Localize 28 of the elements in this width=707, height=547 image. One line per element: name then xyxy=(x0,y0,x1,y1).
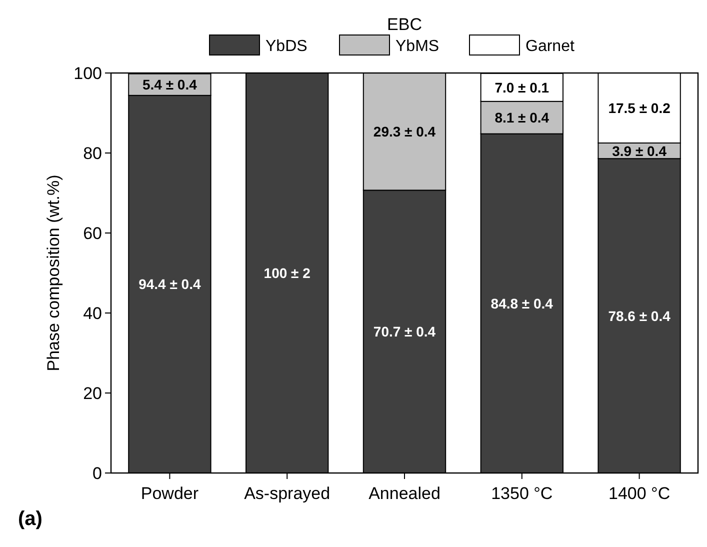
data-label: 94.4 ± 0.4 xyxy=(138,276,201,292)
legend-label: YbMS xyxy=(396,38,440,55)
y-axis-title: Phase composition (wt.%) xyxy=(44,174,63,372)
y-tick-label: 20 xyxy=(83,384,102,403)
data-label: 8.1 ± 0.4 xyxy=(494,110,550,126)
legend-label: YbDS xyxy=(266,38,308,55)
legend-label: Garnet xyxy=(526,38,575,55)
x-tick-label: 1400 °C xyxy=(608,484,670,503)
text: (a) xyxy=(18,508,42,530)
chart-title: EBC xyxy=(387,15,422,34)
y-tick-label: 40 xyxy=(83,304,102,323)
data-label: 7.0 ± 0.1 xyxy=(494,79,550,96)
x-tick-label: 1350 °C xyxy=(491,484,553,503)
data-label: 29.3 ± 0.4 xyxy=(373,124,436,140)
x-tick-label: As-sprayed xyxy=(244,484,330,503)
data-label: 70.7 ± 0.4 xyxy=(373,324,436,340)
data-label: 17.5 ± 0.2 xyxy=(608,100,671,116)
data-label: 3.9 ± 0.4 xyxy=(612,142,667,159)
data-label: 100 ± 2 xyxy=(264,265,311,281)
y-tick-label: 80 xyxy=(83,144,102,163)
x-tick-label: Powder xyxy=(140,484,199,503)
y-tick-label: 60 xyxy=(83,224,102,243)
x-tick-label: Annealed xyxy=(368,484,440,503)
y-tick-label: 0 xyxy=(92,464,102,483)
y-tick-label: 100 xyxy=(74,64,102,83)
data-label: 84.8 ± 0.4 xyxy=(490,295,554,312)
data-label: 78.6 ± 0.4 xyxy=(608,308,671,324)
data-label: 5.4 ± 0.4 xyxy=(142,76,198,93)
